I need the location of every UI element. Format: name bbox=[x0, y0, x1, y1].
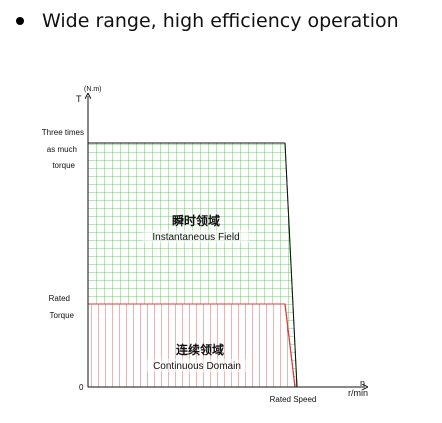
falloff-line-instantaneous bbox=[284, 142, 298, 388]
y-tick-rated-line1: Rated bbox=[49, 294, 70, 303]
x-tick-rated-speed: Rated Speed bbox=[270, 395, 317, 404]
headline-row: Wide range, high efficiency operation bbox=[16, 8, 399, 34]
y-axis-symbol: T bbox=[76, 94, 82, 104]
y-axis-unit: (N.m) bbox=[84, 86, 102, 93]
y-tick-three-times-line3: torque bbox=[52, 161, 75, 170]
y-tick-three-times-line2: as much bbox=[47, 145, 77, 154]
x-axis-unit: r/min bbox=[348, 388, 368, 398]
x-axis-symbol: n bbox=[360, 378, 365, 388]
region-label-instantaneous-en: Instantaneous Field bbox=[152, 232, 239, 243]
region-label-continuous-en: Continuous Domain bbox=[153, 361, 241, 372]
headline: Wide range, high efficiency operation bbox=[42, 10, 399, 32]
y-tick-rated-line2: Torque bbox=[50, 311, 75, 320]
y-tick-three-times-line1: Three times bbox=[42, 128, 84, 137]
falloff-line-continuous bbox=[284, 303, 296, 388]
region-label-continuous-zh: 连续领域 bbox=[176, 342, 224, 357]
origin-label: 0 bbox=[79, 383, 84, 392]
bullet-icon bbox=[16, 17, 24, 25]
region-label-instantaneous-zh: 瞬时领域 bbox=[172, 213, 220, 228]
